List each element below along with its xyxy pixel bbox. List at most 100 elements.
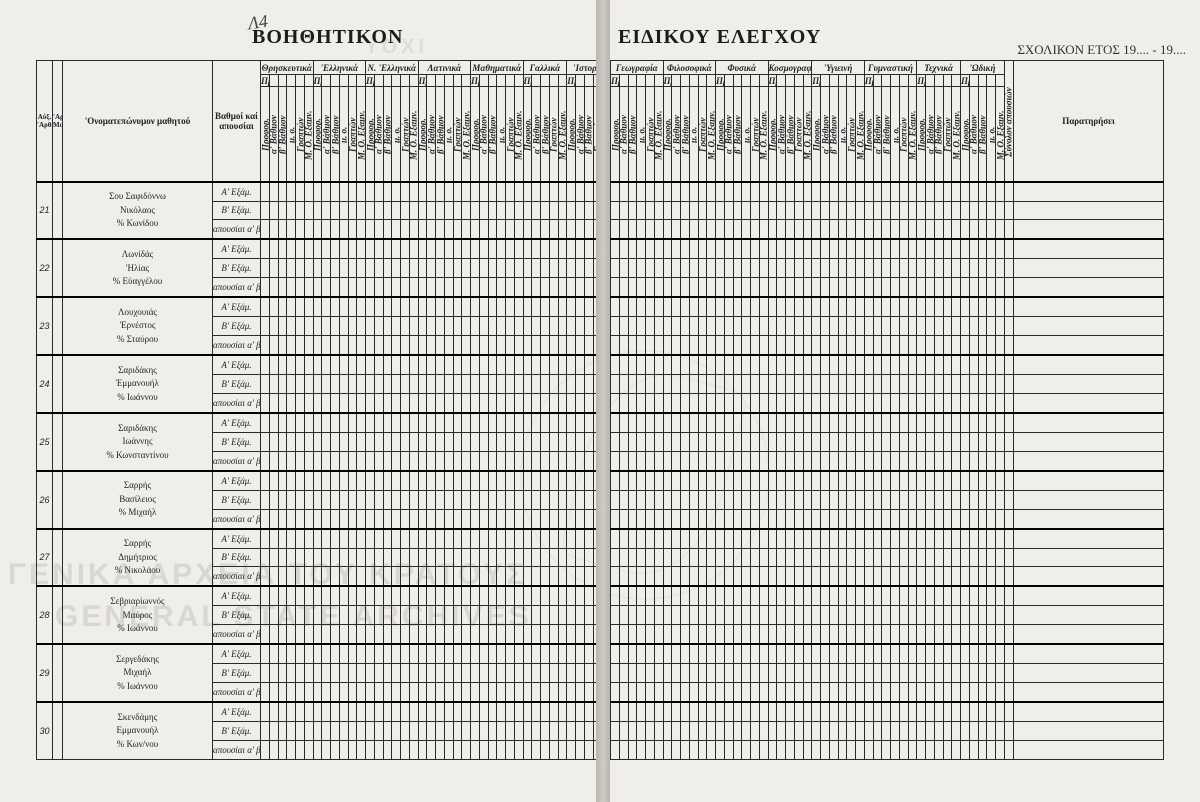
grade-cell-stu9-row2-subj1[interactable] bbox=[269, 740, 278, 759]
grade-cell-stu8-row1-subj46[interactable] bbox=[663, 664, 672, 683]
grade-cell-stu0-row0-subj46[interactable] bbox=[663, 182, 672, 202]
grade-cell-stu0-row1-subj84[interactable] bbox=[996, 201, 1005, 220]
grade-cell-stu7-row2-subj8[interactable] bbox=[331, 625, 340, 645]
grade-cell-stu7-row2-subj31[interactable] bbox=[532, 625, 541, 645]
grade-cell-stu8-row0-subj64[interactable] bbox=[821, 644, 830, 664]
grade-cell-stu0-row2-subj33[interactable] bbox=[549, 220, 558, 240]
grade-cell-stu0-row0-subj15[interactable] bbox=[392, 182, 401, 202]
grade-cell-stu5-row2-subj79[interactable] bbox=[952, 509, 961, 529]
grade-cell-stu3-row0-subj53[interactable] bbox=[724, 355, 733, 375]
grade-cell-stu6-row2-subj19[interactable] bbox=[427, 567, 436, 587]
grade-cell-stu7-row2-subj51[interactable] bbox=[707, 625, 716, 645]
total-absences-cell-1-0[interactable] bbox=[1004, 239, 1013, 259]
grade-cell-stu4-row2-subj72[interactable] bbox=[891, 451, 900, 471]
grade-cell-stu5-row1-subj16[interactable] bbox=[401, 490, 410, 509]
grade-cell-stu6-row1-subj79[interactable] bbox=[952, 548, 961, 567]
grade-cell-stu5-row0-subj55[interactable] bbox=[742, 471, 751, 491]
grade-cell-stu5-row0-subj36[interactable] bbox=[576, 471, 585, 491]
grade-cell-stu1-row1-subj7[interactable] bbox=[322, 259, 331, 278]
grade-cell-stu7-row1-subj27[interactable] bbox=[497, 606, 506, 625]
grade-cell-stu4-row0-subj35[interactable] bbox=[567, 413, 576, 433]
grade-cell-stu9-row2-subj26[interactable] bbox=[488, 740, 497, 759]
grade-cell-stu8-row2-subj7[interactable] bbox=[322, 683, 331, 703]
grade-cell-stu1-row2-subj8[interactable] bbox=[331, 278, 340, 298]
grade-cell-stu5-row0-subj21[interactable] bbox=[444, 471, 453, 491]
grade-cell-stu5-row1-subj4[interactable] bbox=[296, 490, 305, 509]
grade-cell-stu3-row2-subj25[interactable] bbox=[479, 393, 488, 413]
grade-cell-stu8-row0-subj23[interactable] bbox=[462, 644, 471, 664]
grade-cell-stu6-row1-subj84[interactable] bbox=[996, 548, 1005, 567]
grade-cell-stu7-row2-subj54[interactable] bbox=[733, 625, 742, 645]
grade-cell-stu8-row0-subj74[interactable] bbox=[908, 644, 917, 664]
grade-cell-stu4-row0-subj63[interactable] bbox=[812, 413, 821, 433]
grade-cell-stu4-row2-subj41[interactable] bbox=[619, 451, 628, 471]
grade-cell-stu2-row0-subj51[interactable] bbox=[707, 297, 716, 317]
grade-cell-stu3-row1-subj68[interactable] bbox=[856, 375, 865, 394]
grade-cell-stu5-row1-subj67[interactable] bbox=[847, 490, 856, 509]
grade-cell-stu9-row2-subj70[interactable] bbox=[873, 740, 882, 759]
grade-cell-stu0-row2-subj57[interactable] bbox=[759, 220, 768, 240]
grade-cell-stu7-row1-subj30[interactable] bbox=[523, 606, 532, 625]
grade-cell-stu7-row1-subj24[interactable] bbox=[471, 606, 480, 625]
grade-cell-stu2-row1-subj30[interactable] bbox=[523, 317, 532, 336]
grade-cell-stu3-row0-subj27[interactable] bbox=[497, 355, 506, 375]
student-regno-8[interactable] bbox=[53, 644, 63, 702]
grade-cell-stu2-row0-subj5[interactable] bbox=[304, 297, 313, 317]
grade-cell-stu8-row1-subj56[interactable] bbox=[751, 664, 760, 683]
grade-cell-stu4-row0-subj16[interactable] bbox=[401, 413, 410, 433]
grade-cell-stu6-row1-subj76[interactable] bbox=[926, 548, 935, 567]
grade-cell-stu1-row2-subj65[interactable] bbox=[829, 278, 838, 298]
grade-cell-stu6-row2-subj58[interactable] bbox=[768, 567, 777, 587]
grade-cell-stu6-row2-subj71[interactable] bbox=[882, 567, 891, 587]
grade-cell-stu3-row0-subj28[interactable] bbox=[506, 355, 515, 375]
grade-cell-stu3-row1-subj37[interactable] bbox=[584, 375, 593, 394]
grade-cell-stu6-row0-subj26[interactable] bbox=[488, 529, 497, 549]
grade-cell-stu5-row2-subj53[interactable] bbox=[724, 509, 733, 529]
grade-cell-stu2-row2-subj1[interactable] bbox=[269, 335, 278, 355]
grade-cell-stu1-row2-subj63[interactable] bbox=[812, 278, 821, 298]
grade-cell-stu6-row2-subj40[interactable] bbox=[611, 567, 620, 587]
grade-cell-stu0-row2-subj11[interactable] bbox=[357, 220, 366, 240]
grade-cell-stu7-row1-subj0[interactable] bbox=[261, 606, 270, 625]
grade-cell-stu7-row1-subj32[interactable] bbox=[541, 606, 550, 625]
grade-cell-stu9-row1-subj11[interactable] bbox=[357, 722, 366, 741]
grade-cell-stu6-row0-subj45[interactable] bbox=[654, 529, 663, 549]
grade-cell-stu6-row2-subj36[interactable] bbox=[576, 567, 585, 587]
grade-cell-stu4-row0-subj77[interactable] bbox=[934, 413, 943, 433]
student-index-8[interactable]: 29 bbox=[37, 644, 53, 702]
grade-cell-stu2-row2-subj62[interactable] bbox=[803, 335, 812, 355]
grade-cell-stu4-row2-subj37[interactable] bbox=[584, 451, 593, 471]
grade-cell-stu6-row1-subj36[interactable] bbox=[576, 548, 585, 567]
grade-cell-stu3-row2-subj8[interactable] bbox=[331, 393, 340, 413]
grade-cell-stu7-row1-subj60[interactable] bbox=[786, 606, 795, 625]
grade-cell-stu3-row0-subj5[interactable] bbox=[304, 355, 313, 375]
grade-cell-stu0-row2-subj61[interactable] bbox=[794, 220, 803, 240]
grade-cell-stu2-row1-subj29[interactable] bbox=[514, 317, 523, 336]
grade-cell-stu3-row1-subj69[interactable] bbox=[864, 375, 873, 394]
grade-cell-stu5-row0-subj10[interactable] bbox=[348, 471, 357, 491]
grade-cell-stu3-row0-subj46[interactable] bbox=[663, 355, 672, 375]
grade-cell-stu1-row2-subj62[interactable] bbox=[803, 278, 812, 298]
grade-cell-stu8-row2-subj81[interactable] bbox=[969, 683, 978, 703]
grade-cell-stu7-row2-subj22[interactable] bbox=[453, 625, 462, 645]
grade-cell-stu9-row0-subj67[interactable] bbox=[847, 702, 856, 722]
grade-cell-stu5-row1-subj32[interactable] bbox=[541, 490, 550, 509]
grade-cell-stu7-row2-subj37[interactable] bbox=[584, 625, 593, 645]
grade-cell-stu1-row2-subj77[interactable] bbox=[934, 278, 943, 298]
grade-cell-stu1-row2-subj75[interactable] bbox=[917, 278, 926, 298]
grade-cell-stu9-row2-subj16[interactable] bbox=[401, 740, 410, 759]
grade-cell-stu2-row1-subj11[interactable] bbox=[357, 317, 366, 336]
grade-cell-stu9-row1-subj68[interactable] bbox=[856, 722, 865, 741]
grade-cell-stu7-row2-subj49[interactable] bbox=[689, 625, 698, 645]
grade-cell-stu2-row1-subj52[interactable] bbox=[716, 317, 725, 336]
grade-cell-stu1-row0-subj14[interactable] bbox=[383, 239, 392, 259]
grade-cell-stu0-row1-subj68[interactable] bbox=[856, 201, 865, 220]
grade-cell-stu5-row2-subj63[interactable] bbox=[812, 509, 821, 529]
grade-cell-stu1-row2-subj0[interactable] bbox=[261, 278, 270, 298]
grade-cell-stu0-row1-subj41[interactable] bbox=[619, 201, 628, 220]
grade-cell-stu0-row2-subj82[interactable] bbox=[978, 220, 987, 240]
grade-cell-stu8-row0-subj8[interactable] bbox=[331, 644, 340, 664]
grade-cell-stu8-row2-subj22[interactable] bbox=[453, 683, 462, 703]
grade-cell-stu6-row1-subj63[interactable] bbox=[812, 548, 821, 567]
grade-cell-stu2-row0-subj0[interactable] bbox=[261, 297, 270, 317]
